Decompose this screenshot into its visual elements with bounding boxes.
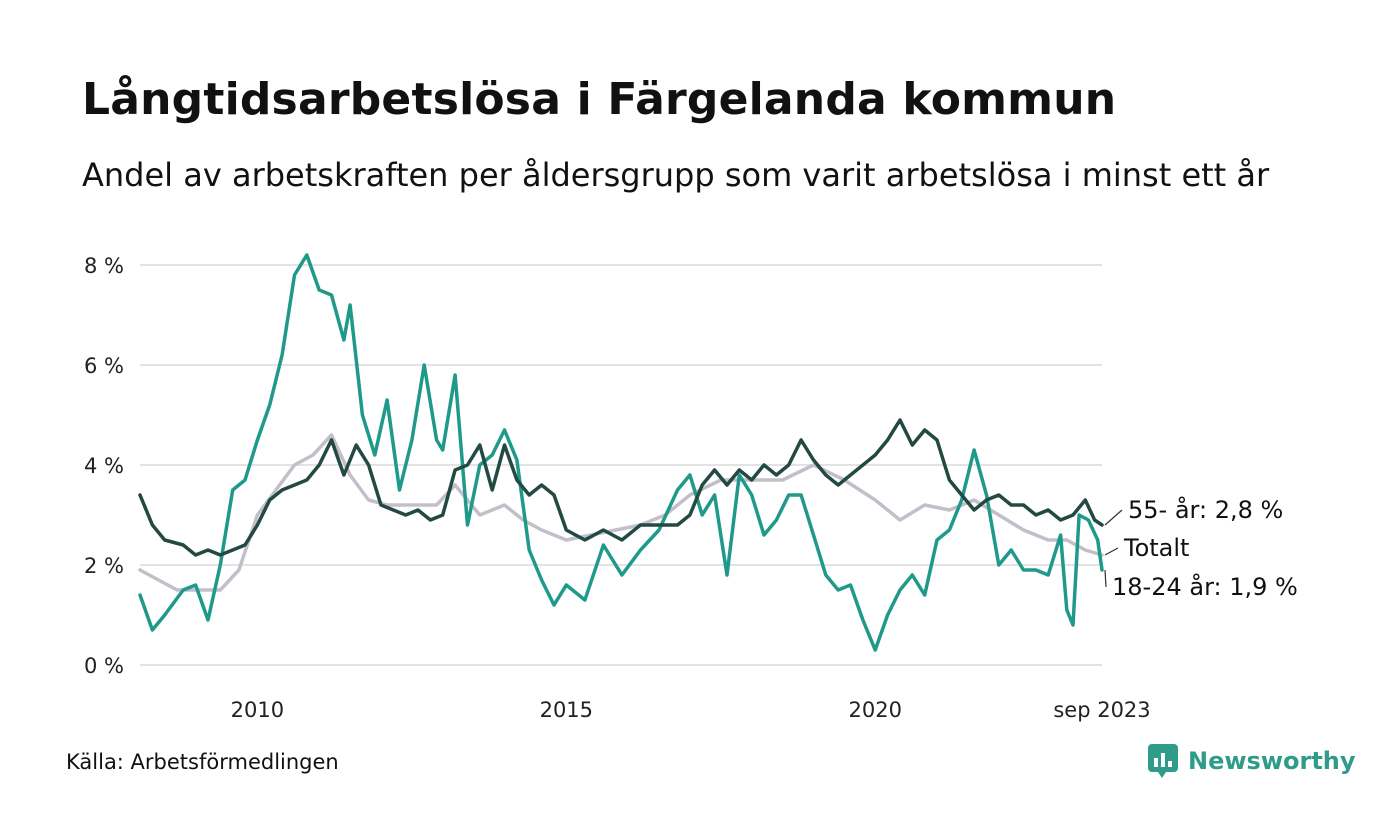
- label-leader-line: [1104, 509, 1123, 526]
- series-labels: Totalt 18-24 år: 1,9 % 55- år: 2,8 %: [1104, 495, 1298, 601]
- brand-logo[interactable]: Newsworthy: [1148, 744, 1356, 778]
- label-leader-line: [1104, 547, 1119, 556]
- series-line: [138, 253, 1104, 652]
- grid-layer: [140, 264, 1102, 666]
- y-axis: 0 % 2 % 4 % 6 % 8 %: [84, 254, 124, 678]
- y-tick-label: 6 %: [84, 354, 124, 378]
- newsworthy-logo-icon: [1148, 744, 1178, 778]
- x-tick-label: sep 2023: [1053, 698, 1150, 722]
- y-tick-label: 0 %: [84, 654, 124, 678]
- series-line: [138, 418, 1104, 557]
- series-label: Totalt: [1123, 534, 1189, 562]
- chart-subtitle: Andel av arbetskraften per åldersgrupp s…: [82, 156, 1270, 194]
- x-axis: 2010 2015 2020 sep 2023: [231, 698, 1151, 722]
- label-leader-line: [1104, 569, 1107, 588]
- series-label: 55- år: 2,8 %: [1128, 495, 1283, 524]
- source-note: Källa: Arbetsförmedlingen: [66, 750, 339, 774]
- y-tick-label: 8 %: [84, 254, 124, 278]
- series-label: 18-24 år: 1,9 %: [1112, 572, 1298, 601]
- brand-name: Newsworthy: [1188, 747, 1356, 775]
- x-tick-label: 2020: [849, 698, 902, 722]
- y-tick-label: 2 %: [84, 554, 124, 578]
- series-layer: [138, 253, 1104, 652]
- chart-title: Långtidsarbetslösa i Färgelanda kommun: [82, 74, 1117, 125]
- x-tick-label: 2015: [540, 698, 593, 722]
- y-tick-label: 4 %: [84, 454, 124, 478]
- series-line: [138, 433, 1104, 592]
- x-tick-label: 2010: [231, 698, 284, 722]
